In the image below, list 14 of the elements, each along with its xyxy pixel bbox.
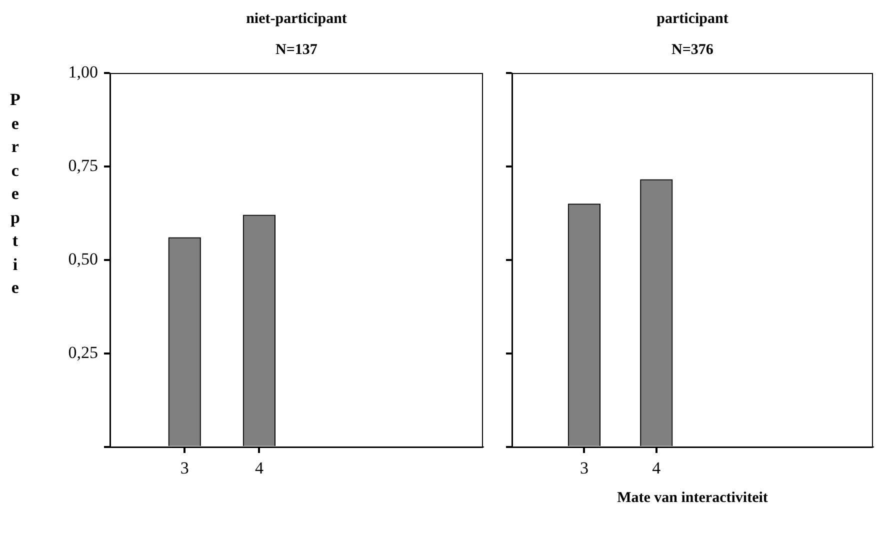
chart-title: niet-participant <box>246 11 347 28</box>
chart-title: participant <box>656 11 728 28</box>
chart-subtitle: N=137 <box>276 42 318 59</box>
x-axis-title: Mate van interactiviteit <box>617 490 768 507</box>
x-tick-label: 3 <box>180 458 189 478</box>
chart-subtitle: N=376 <box>672 42 714 59</box>
x-tick-label: 4 <box>652 458 662 478</box>
y-tick-label: 0,50 <box>68 249 98 268</box>
y-tick-label: 0,25 <box>68 342 98 362</box>
x-tick-label: 4 <box>254 458 264 478</box>
y-tick-label: 1,00 <box>68 62 98 82</box>
y-tick-label: 0,75 <box>68 156 98 175</box>
x-tick-label: 3 <box>580 458 588 478</box>
text: Perceptie <box>10 90 20 297</box>
